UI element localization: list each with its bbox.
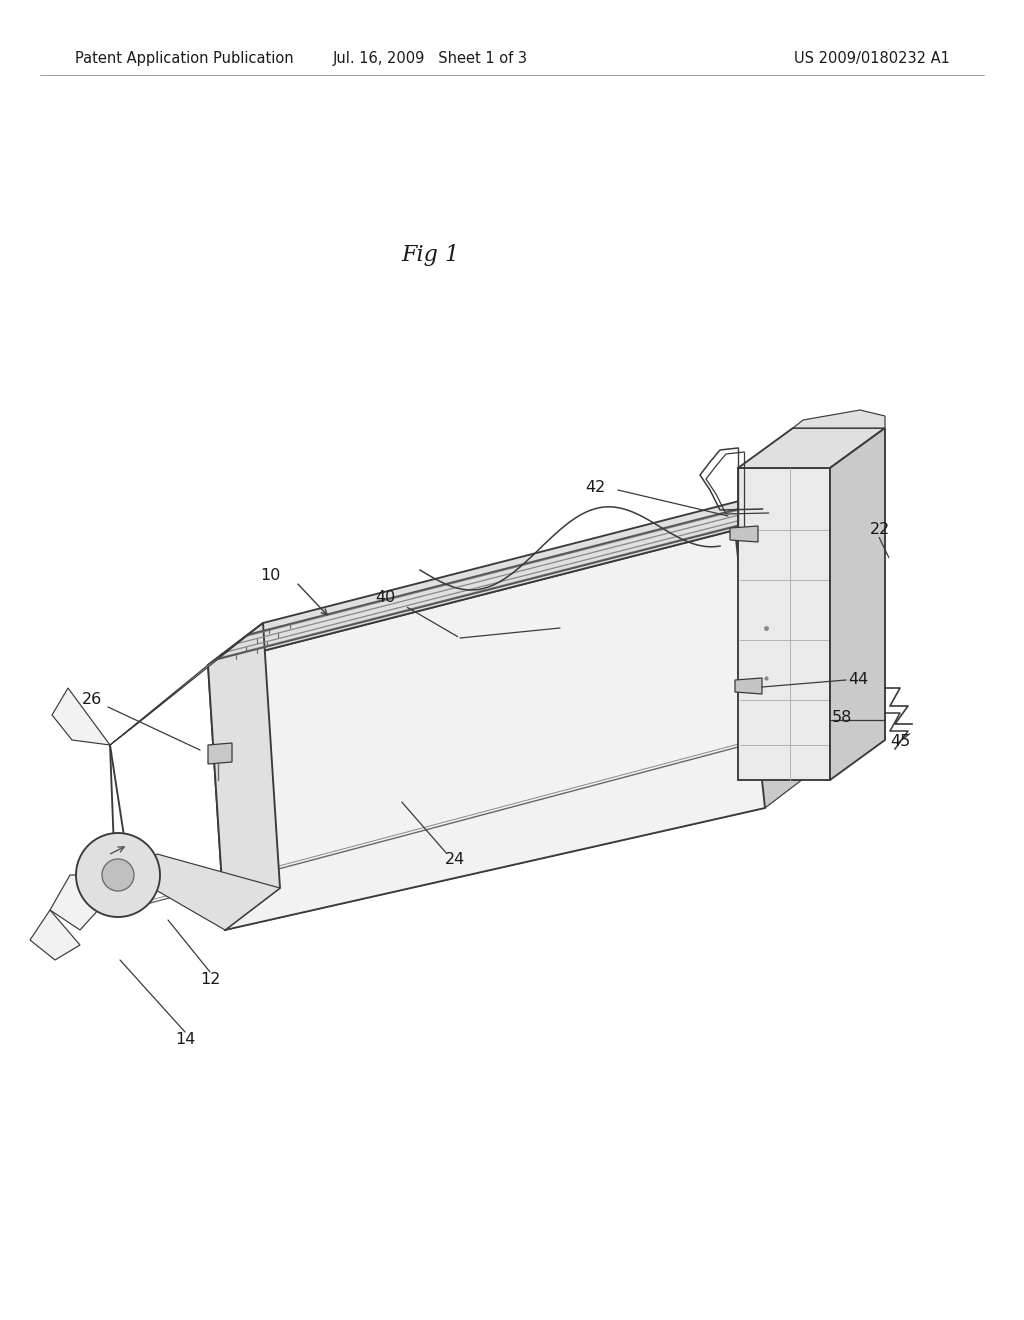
- Polygon shape: [50, 875, 130, 931]
- Polygon shape: [208, 488, 790, 665]
- Polygon shape: [208, 743, 232, 764]
- Text: 44: 44: [848, 672, 868, 688]
- Polygon shape: [110, 623, 263, 744]
- Polygon shape: [208, 623, 280, 931]
- Polygon shape: [730, 525, 758, 543]
- Circle shape: [76, 833, 160, 917]
- Polygon shape: [738, 469, 830, 780]
- Text: Jul. 16, 2009   Sheet 1 of 3: Jul. 16, 2009 Sheet 1 of 3: [333, 50, 527, 66]
- Text: 10: 10: [260, 568, 281, 582]
- Text: 42: 42: [585, 479, 605, 495]
- Circle shape: [102, 859, 134, 891]
- Text: 12: 12: [200, 973, 220, 987]
- Polygon shape: [52, 688, 110, 744]
- Text: 22: 22: [870, 523, 890, 537]
- Polygon shape: [30, 909, 80, 960]
- Text: 40: 40: [375, 590, 395, 606]
- Text: 26: 26: [82, 693, 102, 708]
- Polygon shape: [793, 411, 885, 428]
- Polygon shape: [225, 766, 820, 931]
- Text: US 2009/0180232 A1: US 2009/0180232 A1: [795, 50, 950, 66]
- Polygon shape: [208, 531, 765, 931]
- Text: 14: 14: [175, 1032, 196, 1048]
- Text: Patent Application Publication: Patent Application Publication: [75, 50, 294, 66]
- Polygon shape: [735, 678, 762, 694]
- Polygon shape: [830, 428, 885, 780]
- Text: Fig 1: Fig 1: [401, 244, 459, 267]
- Polygon shape: [738, 428, 885, 469]
- Text: 24: 24: [444, 853, 465, 867]
- Text: 58: 58: [831, 710, 852, 726]
- Polygon shape: [130, 854, 280, 931]
- Text: 45: 45: [890, 734, 910, 750]
